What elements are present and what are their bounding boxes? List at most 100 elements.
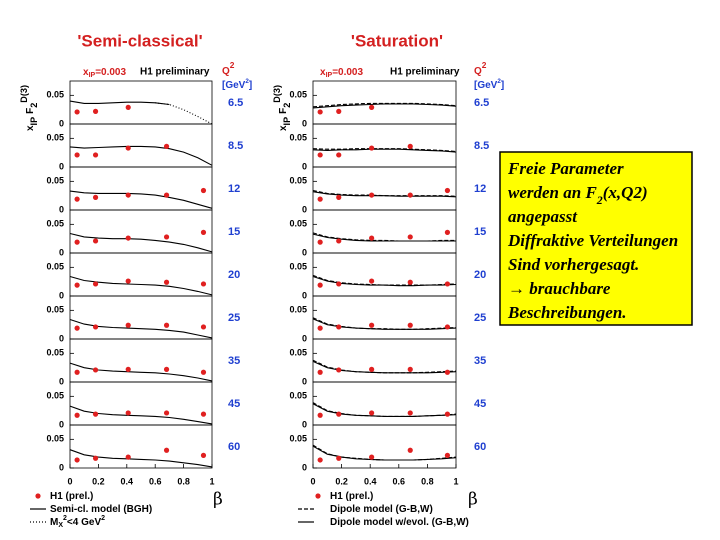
note-line: → brauchbare [508, 279, 611, 298]
y-tick-label: 0 [302, 204, 307, 214]
data-point [125, 322, 131, 328]
data-point [92, 238, 99, 244]
data-point [163, 192, 170, 198]
header-prelim: H1 preliminary [140, 67, 210, 78]
x-tick-label: 0.2 [92, 476, 105, 486]
y-tick-label: 0 [302, 290, 307, 300]
y-tick-label: 0.05 [289, 219, 307, 229]
note-line-part: (x,Q2) [603, 183, 648, 202]
y-tick-label: 0 [302, 376, 307, 386]
legend-label-part: M [50, 517, 58, 528]
y-tick-label: 0 [302, 462, 307, 472]
data-point [163, 410, 170, 416]
model-curve [69, 275, 213, 296]
q2-label: 6.5 [228, 97, 243, 109]
q2-label: 45 [228, 398, 240, 410]
header-xip-part: =0.003 [332, 67, 363, 78]
data-point [163, 279, 170, 285]
data-point [317, 282, 323, 288]
data-point [92, 455, 99, 461]
x-tick-label: 0.2 [335, 476, 348, 486]
data-point [444, 411, 451, 417]
header-xip: xIP=0.003 [83, 67, 126, 80]
note-line-part: Diffraktive Verteilungen [507, 231, 678, 250]
data-point [369, 366, 375, 372]
legend-label-part: 2 [63, 515, 67, 522]
data-point [336, 194, 342, 200]
q2-label: 35 [474, 355, 486, 367]
data-point [92, 367, 99, 373]
x-tick-label: 0.6 [149, 476, 162, 486]
y-tick-label: 0.05 [46, 262, 64, 272]
header-unit: [GeV2] [474, 78, 504, 90]
y-tick-label: 0.05 [289, 434, 307, 444]
data-point [336, 281, 342, 287]
data-point [444, 324, 451, 330]
note-line: Freie Parameter [507, 159, 624, 178]
y-tick-label: 0 [302, 161, 307, 171]
data-point [74, 457, 80, 463]
y-tick-label: 0 [59, 290, 64, 300]
y-tick-label: 0.05 [46, 434, 64, 444]
data-point [92, 108, 99, 114]
y-tick-label: 0 [302, 118, 307, 128]
y-tick-label: 0.05 [46, 219, 64, 229]
y-axis-label-part: x [25, 125, 36, 131]
x-tick-label: 0.6 [393, 476, 406, 486]
header-unit: [GeV2] [222, 78, 252, 90]
header-xip-part: x [320, 67, 326, 78]
data-point [369, 145, 375, 151]
y-axis-label-part: x [278, 125, 289, 131]
y-tick-label: 0.05 [289, 305, 307, 315]
y-axis-label-part: F [25, 108, 36, 114]
data-point [163, 366, 170, 372]
data-point [336, 367, 342, 373]
legend-label: H1 (prel.) [50, 491, 93, 502]
y-axis-label-part: 2 [282, 103, 292, 108]
legend-label-part: H1 (prel.) [50, 491, 93, 502]
note-line-part: Freie Parameter [507, 159, 624, 178]
data-point [407, 447, 413, 453]
data-point [200, 281, 207, 287]
data-point [407, 143, 413, 149]
legend-label-part: X [58, 522, 63, 529]
y-tick-label: 0 [59, 161, 64, 171]
header-unit-part: [GeV [222, 80, 246, 91]
x-tick-label: 0.4 [364, 476, 377, 486]
data-point [369, 192, 375, 198]
y-tick-label: 0.05 [46, 90, 64, 100]
data-point [407, 192, 413, 198]
x-tick-label: 0 [310, 476, 315, 486]
y-axis-label-part: 2 [29, 103, 39, 108]
x-tick-label: 1 [453, 476, 458, 486]
y-axis-label: xIP F2D(3) [272, 85, 292, 131]
y-tick-label: 0 [302, 247, 307, 257]
data-point [74, 239, 80, 245]
data-point [407, 322, 413, 328]
q2-label: 20 [228, 269, 240, 281]
header-xip-part: IP [326, 72, 333, 79]
data-point [74, 412, 80, 418]
y-axis-label-part: F [278, 108, 289, 114]
data-point [125, 145, 131, 151]
data-point [336, 411, 342, 417]
header-unit-part: 2 [497, 78, 501, 85]
y-tick-label: 0 [59, 118, 64, 128]
y-tick-label: 0.05 [289, 391, 307, 401]
q2-label: 25 [228, 312, 240, 324]
q2-label: 12 [228, 183, 240, 195]
chart-title: 'Semi-classical' [77, 31, 202, 50]
legend-label-part: 2 [101, 515, 105, 522]
y-tick-label: 0.05 [289, 348, 307, 358]
y-tick-label: 0.05 [46, 391, 64, 401]
legend-label: MX2<4 GeV2 [50, 515, 105, 529]
data-point [200, 229, 207, 235]
note-box [499, 151, 693, 326]
data-point [407, 410, 413, 416]
legend-label: H1 (prel.) [330, 491, 373, 502]
data-point [317, 412, 323, 418]
model-curve [69, 100, 170, 106]
data-point [317, 325, 323, 331]
note-line-part: angepasst [508, 207, 578, 226]
